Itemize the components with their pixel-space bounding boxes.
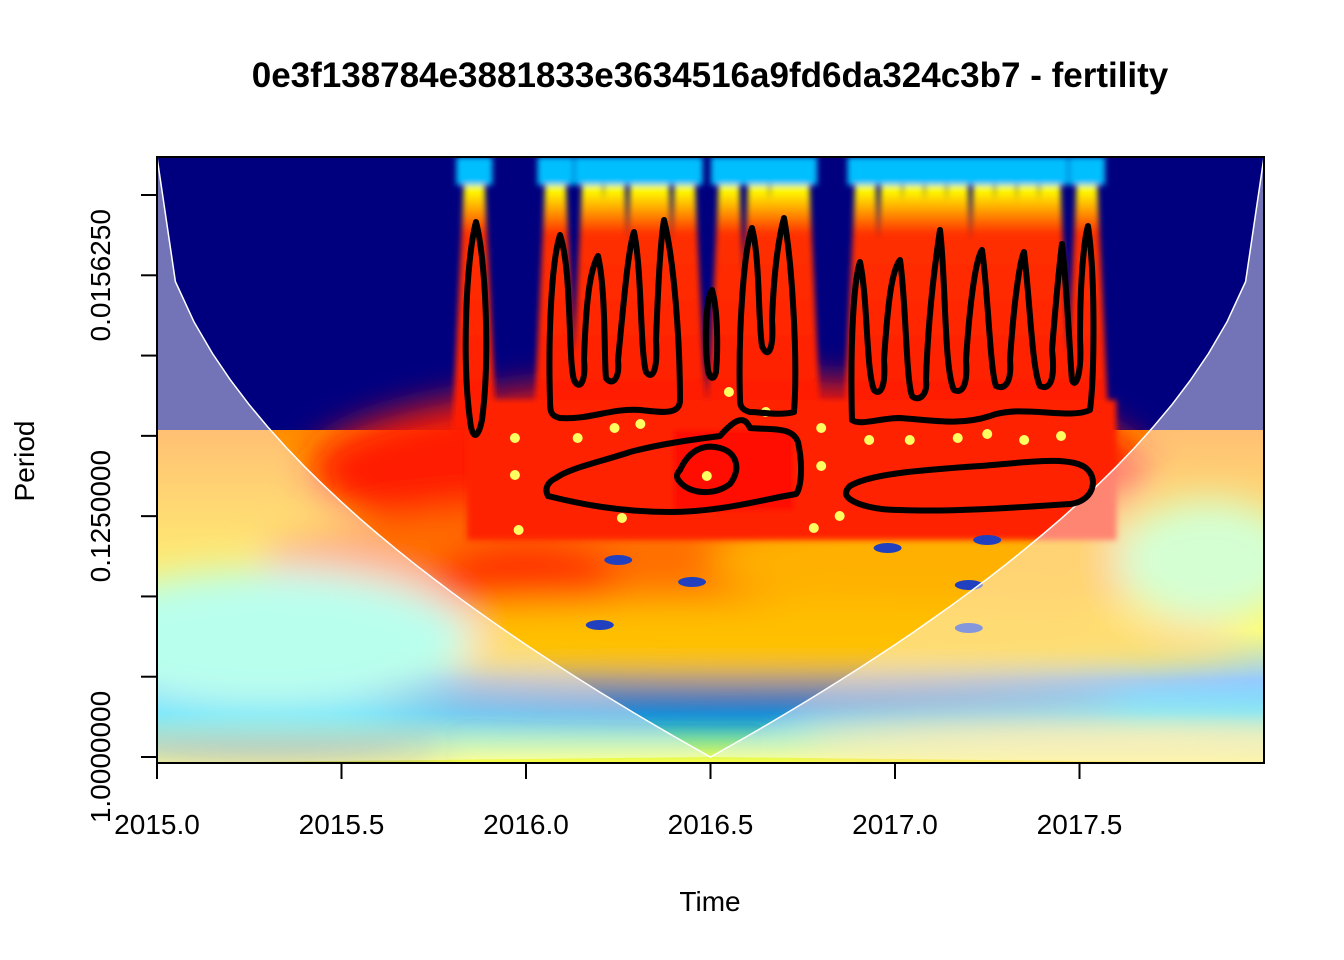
y-tick-label: 0.1250000 <box>85 450 116 582</box>
heatmap-spot <box>604 555 633 565</box>
heatmap-blob <box>1118 500 1264 620</box>
heatmap-ridge-tip <box>1031 157 1068 185</box>
heatmap-spot <box>816 423 827 433</box>
heatmap-spot <box>1056 431 1067 441</box>
heatmap-ridge-tip <box>456 157 493 185</box>
y-axis: 0.0156250 0.1250000 1.0000000 <box>85 194 158 823</box>
x-tick-label: 2017.0 <box>852 809 938 840</box>
heatmap-spot <box>873 543 902 553</box>
heatmap-blob <box>436 540 616 620</box>
x-tick-label: 2016.0 <box>483 809 569 840</box>
heatmap-spot <box>816 461 827 471</box>
x-tick-label: 2017.5 <box>1037 809 1123 840</box>
significance-contour <box>546 217 683 422</box>
heatmap-blob <box>157 570 468 710</box>
y-axis-label: Period <box>9 421 40 502</box>
heatmap-spot <box>509 470 520 480</box>
chart-title: 0e3f138784e3881833e3634516a9fd6da324c3b7… <box>251 56 1169 95</box>
heatmap-spot <box>864 435 875 445</box>
heatmap-blob <box>157 740 448 756</box>
heatmap-ridge <box>1064 157 1109 430</box>
heatmap-layer <box>157 157 1264 763</box>
x-axis: 2015.0 2015.5 2016.0 2016.5 2017.0 2017.5 <box>114 762 1123 840</box>
heatmap-spot <box>808 523 819 533</box>
heatmap-ridge <box>1027 157 1072 430</box>
heatmap-ridge-tip <box>537 157 574 185</box>
y-tick-label: 0.0156250 <box>85 209 116 341</box>
x-tick-label: 2015.0 <box>114 809 200 840</box>
heatmap-blob <box>367 688 1128 712</box>
heatmap-spot <box>723 387 734 397</box>
y-tick-label: 1.0000000 <box>85 691 116 823</box>
heatmap-spot <box>954 623 983 633</box>
heatmap-spot <box>609 423 620 433</box>
significance-contour <box>674 443 740 495</box>
heatmap-spot <box>635 419 646 429</box>
heatmap-spot <box>513 525 524 535</box>
heatmap-spot <box>701 471 712 481</box>
significance-contour <box>543 417 805 515</box>
heatmap-ridge-tip <box>666 157 703 185</box>
heatmap-ridge <box>533 157 578 430</box>
heatmap-spot <box>973 535 1002 545</box>
heatmap-blob <box>208 600 1249 680</box>
heatmap-spot <box>678 577 707 587</box>
significance-contour <box>702 287 721 381</box>
significance-contour <box>848 223 1097 426</box>
significance-contours <box>462 215 1097 515</box>
heatmap-spot <box>1019 435 1030 445</box>
x-tick-label: 2016.5 <box>668 809 754 840</box>
heatmap-spot <box>585 620 614 630</box>
x-tick-label: 2015.5 <box>299 809 385 840</box>
heatmap-spot <box>982 429 993 439</box>
heatmap-spot <box>572 433 583 443</box>
heatmap-ridge-tip <box>1068 157 1105 185</box>
heatmap-spot <box>509 433 520 443</box>
heatmap-ridge <box>662 157 707 430</box>
heatmap-spot <box>616 513 627 523</box>
significance-contour <box>462 219 490 438</box>
cone-outside-fade <box>710 157 1264 763</box>
heatmap-spot <box>834 511 845 521</box>
x-axis-label: Time <box>679 886 740 917</box>
heatmap-spot <box>952 433 963 443</box>
heatmap-spot <box>904 435 915 445</box>
cone-outside-fade <box>157 157 711 763</box>
heatmap-blob <box>796 723 1264 763</box>
significance-contour <box>736 215 799 417</box>
heatmap-ridge-tip <box>781 157 818 185</box>
significance-contour <box>843 457 1096 514</box>
